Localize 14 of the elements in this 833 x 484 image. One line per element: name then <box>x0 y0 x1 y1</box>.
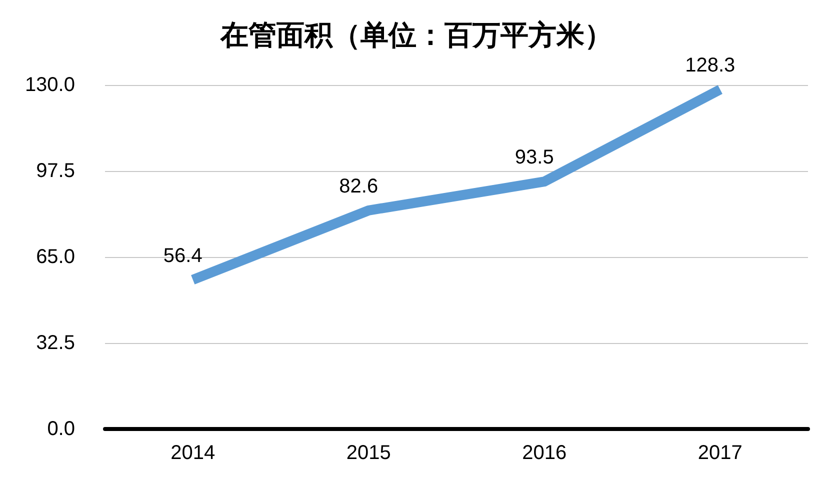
y-tick-label: 130.0 <box>24 74 75 96</box>
y-tick-label: 0.0 <box>47 418 75 440</box>
y-tick-label: 65.0 <box>36 246 75 268</box>
y-tick-label: 32.5 <box>36 332 75 354</box>
x-tick-label: 2017 <box>698 442 742 464</box>
x-tick-label: 2015 <box>346 442 391 464</box>
data-label: 128.3 <box>685 54 736 76</box>
data-label: 82.6 <box>339 175 378 198</box>
chart-title: 在管面积（单位：百万平方米） <box>220 20 612 50</box>
x-tick-label: 2016 <box>522 442 567 464</box>
x-tick-label: 2014 <box>170 442 216 464</box>
data-label: 56.4 <box>163 244 202 267</box>
data-label: 93.5 <box>514 146 554 169</box>
y-tick-label: 97.5 <box>36 160 75 182</box>
